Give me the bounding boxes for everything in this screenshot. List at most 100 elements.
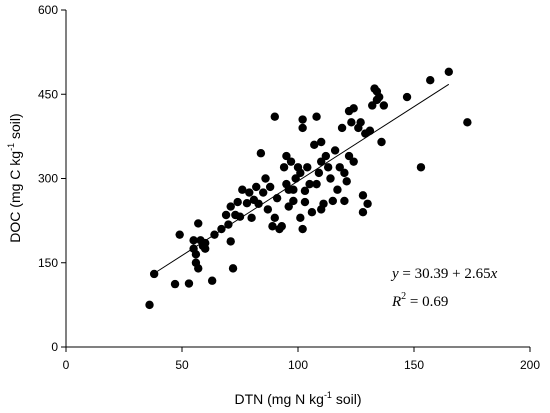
data-point [298, 123, 307, 133]
data-point [363, 199, 372, 208]
data-point [307, 208, 317, 217]
data-point [333, 185, 342, 194]
data-point [379, 101, 389, 110]
data-point [175, 230, 184, 239]
y-tick-label: 450 [38, 87, 58, 101]
data-point [279, 163, 289, 172]
x-axis-title: DTN (mg N kg-1 soil) [234, 390, 361, 407]
data-point [226, 202, 235, 211]
data-point [317, 157, 326, 166]
plot-area: 0 50 100 150 200 0 150 300 450 600 [38, 3, 540, 372]
data-point [270, 213, 279, 223]
data-point [259, 188, 268, 197]
x-tick-label: 50 [175, 358, 189, 372]
data-point [375, 92, 384, 102]
data-point [291, 174, 300, 183]
data-point [233, 197, 242, 207]
data-point [284, 202, 293, 211]
data-point [340, 196, 349, 206]
data-point [463, 118, 472, 127]
y-axis-title: DOC (mg C kg-1 soil) [6, 113, 23, 242]
data-point [310, 140, 319, 149]
data-point [368, 101, 377, 110]
data-point [317, 137, 326, 147]
x-tick-label: 100 [288, 358, 308, 372]
data-point [319, 199, 328, 208]
data-point [221, 210, 231, 220]
data-point [349, 157, 358, 166]
r-squared: R2 = 0.69 [391, 291, 448, 310]
y-tick-label: 600 [38, 3, 58, 17]
data-point [201, 244, 210, 253]
data-point [254, 199, 263, 208]
data-point [296, 213, 305, 223]
data-point [296, 168, 305, 178]
data-point [256, 149, 266, 158]
data-point [270, 112, 279, 121]
data-point [263, 205, 273, 214]
data-point [298, 224, 307, 234]
data-point [261, 174, 270, 183]
data-point [286, 157, 296, 166]
data-point [312, 112, 321, 121]
regression-equation: y = 30.39 + 2.65x [390, 266, 498, 282]
data-point [242, 199, 252, 208]
data-point [217, 224, 226, 234]
data-point [265, 182, 275, 192]
data-point [194, 264, 203, 273]
data-point [252, 182, 261, 192]
data-points [145, 67, 472, 310]
data-point [312, 179, 321, 189]
data-point [289, 196, 298, 206]
x-tick-label: 0 [63, 358, 70, 372]
data-point [416, 163, 426, 172]
data-point [289, 185, 298, 194]
data-point [444, 67, 453, 76]
data-point [207, 276, 217, 285]
data-point [277, 222, 286, 231]
data-point [226, 237, 235, 246]
x-axis-ticks: 0 50 100 150 200 [63, 347, 540, 372]
data-point [377, 137, 386, 147]
data-point [349, 104, 358, 113]
data-point [300, 186, 310, 196]
y-tick-label: 300 [38, 172, 58, 186]
data-point [303, 163, 312, 172]
data-point [238, 185, 247, 194]
data-point [235, 212, 245, 221]
data-point [268, 222, 277, 231]
data-point [184, 279, 194, 288]
trendline [153, 83, 450, 274]
data-point [358, 191, 368, 200]
data-point [247, 213, 256, 223]
data-point [323, 163, 333, 172]
x-tick-label: 150 [404, 358, 424, 372]
data-point [300, 197, 310, 207]
data-point [145, 300, 154, 310]
y-tick-label: 150 [38, 256, 58, 270]
data-point [224, 220, 233, 229]
data-point [272, 193, 282, 203]
data-point [328, 196, 337, 206]
y-axis-ticks: 0 150 300 450 600 [38, 3, 66, 354]
data-point [191, 250, 201, 259]
data-point [298, 115, 307, 124]
data-point [342, 177, 351, 186]
data-point [340, 168, 349, 178]
data-point [337, 123, 347, 133]
data-point [347, 118, 356, 127]
data-point [344, 151, 354, 161]
data-point [356, 118, 365, 127]
data-point [189, 236, 198, 245]
data-point [335, 163, 344, 172]
data-point [330, 146, 340, 155]
data-point [228, 264, 238, 273]
data-point [321, 151, 331, 161]
data-point [210, 230, 219, 239]
data-point [149, 269, 159, 279]
y-tick-label: 0 [51, 340, 58, 354]
data-point [358, 208, 368, 217]
x-tick-label: 200 [520, 358, 540, 372]
data-point [170, 279, 180, 289]
